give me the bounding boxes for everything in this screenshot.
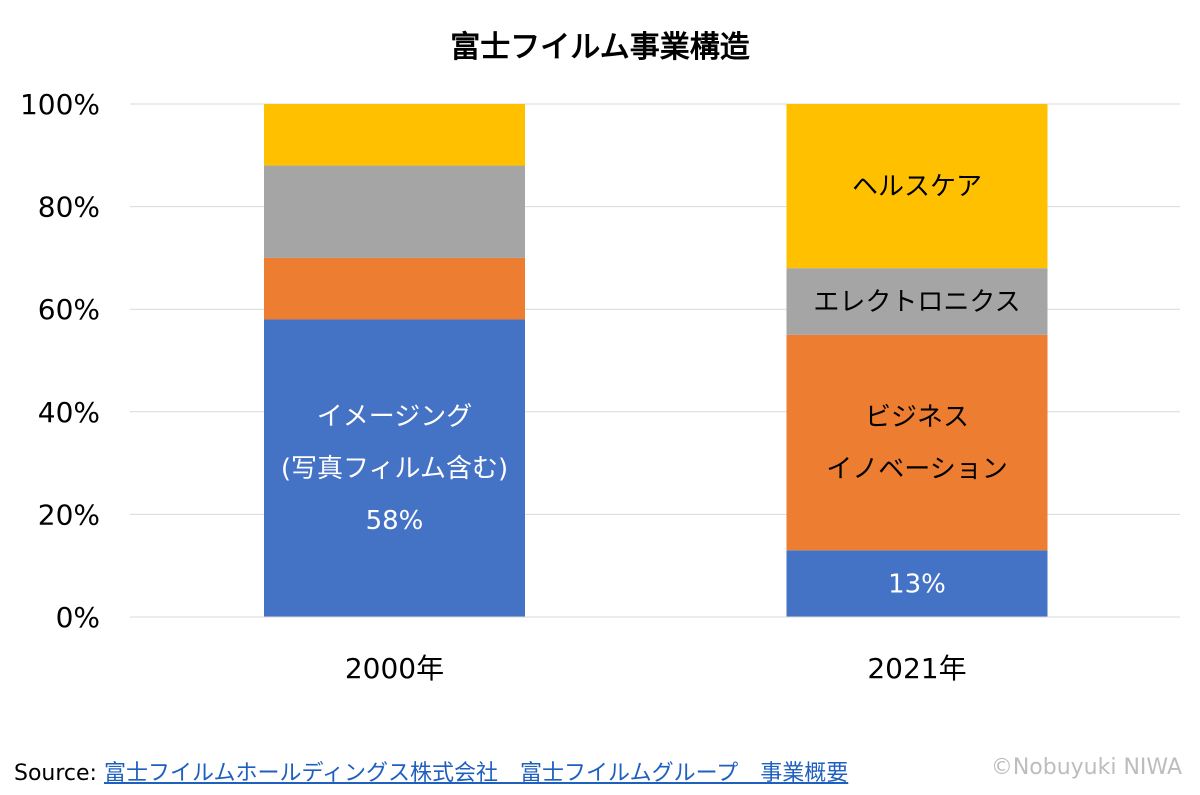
bar-segment xyxy=(786,334,1048,551)
chart-title: 富士フイルム事業構造 xyxy=(450,30,750,65)
bar-segment xyxy=(786,550,1048,617)
data-label: (写真フィルム含む) xyxy=(281,454,508,484)
bar-segment xyxy=(264,165,525,258)
stacked-bar-chart: 0% 20% 40% 60% 80% 100% イメージング (写真フィルム含む) 58% 200… xyxy=(20,88,1180,685)
bar-segment xyxy=(264,104,525,166)
y-tick-label: 40% xyxy=(38,396,100,429)
data-label: イメージング xyxy=(317,402,472,432)
x-tick-label: 2000年 xyxy=(345,652,444,685)
y-tick-label: 100% xyxy=(20,88,100,121)
y-tick-label: 0% xyxy=(56,601,100,634)
data-label: ビジネス xyxy=(865,403,969,433)
bar-segment xyxy=(264,319,525,617)
bar-segment xyxy=(786,268,1048,335)
copyright-credit: ©Nobuyuki NIWA xyxy=(990,755,1182,780)
data-label: イノベーション xyxy=(826,455,1007,485)
source-prefix: Source: xyxy=(14,761,97,786)
data-label: ヘルスケア xyxy=(852,172,982,202)
y-tick-label: 80% xyxy=(38,191,100,224)
x-tick-label: 2021年 xyxy=(867,652,966,685)
data-label: エレクトロニクス xyxy=(813,288,1020,318)
source-link[interactable]: 富士フイルムホールディングス株式会社 富士フイルムグループ 事業概要 xyxy=(103,761,849,786)
y-tick-label: 20% xyxy=(38,498,100,531)
data-label: 13% xyxy=(888,570,946,600)
bar-segment xyxy=(264,257,525,320)
data-label: 58% xyxy=(366,506,424,536)
source-line: Source: 富士フイルムホールディングス株式会社 富士フイルムグループ 事業… xyxy=(14,755,848,787)
bar-segment xyxy=(786,104,1048,269)
y-tick-label: 60% xyxy=(38,293,100,326)
